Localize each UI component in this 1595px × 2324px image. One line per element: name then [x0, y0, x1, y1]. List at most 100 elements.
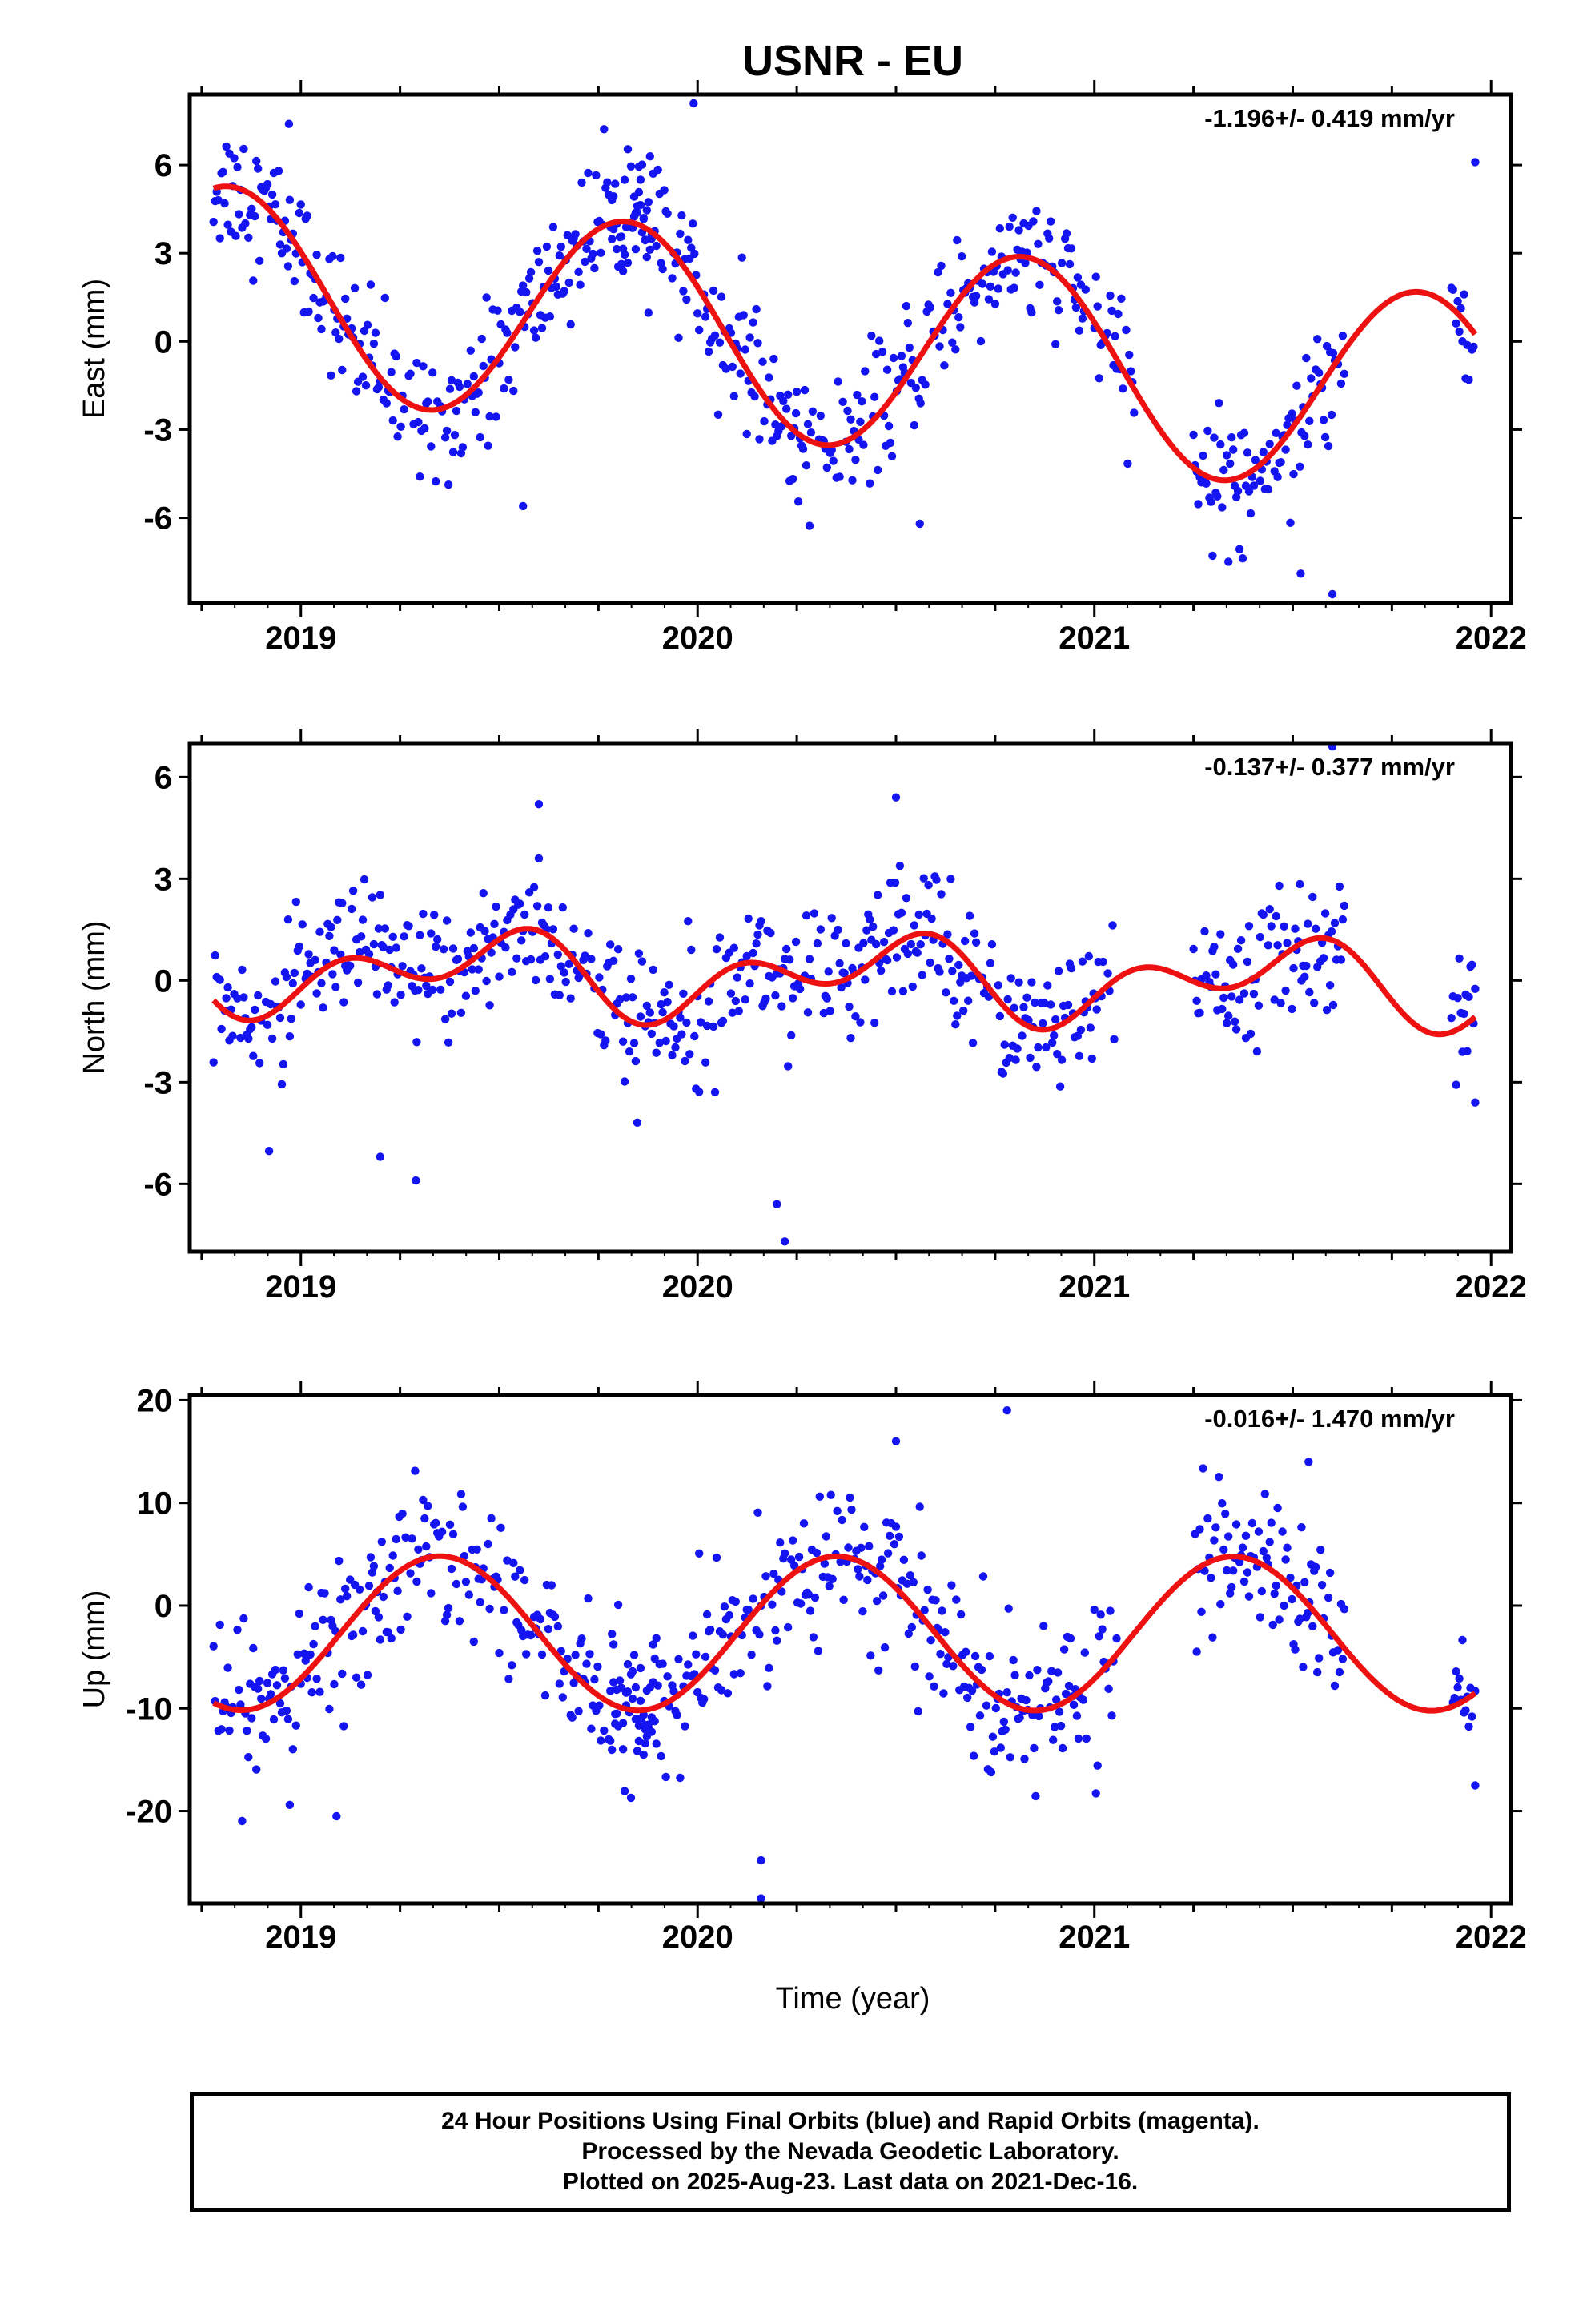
data-point	[416, 472, 424, 481]
data-point	[695, 325, 704, 335]
x-tick-label: 2022	[1456, 1269, 1527, 1305]
data-point	[412, 1176, 420, 1185]
data-point	[532, 902, 542, 911]
data-point	[569, 924, 578, 933]
data-point	[1233, 944, 1243, 954]
data-point	[516, 308, 524, 316]
data-point	[1265, 1538, 1274, 1546]
data-point	[682, 1018, 691, 1027]
data-point	[1020, 1755, 1029, 1763]
data-point	[550, 1612, 560, 1622]
data-point	[684, 1660, 693, 1669]
x-axis-label: Time (year)	[776, 1982, 930, 2016]
data-point	[689, 99, 698, 108]
data-point	[272, 1681, 282, 1690]
data-point	[296, 200, 305, 209]
y-tick-label: 0	[155, 1589, 172, 1624]
data-point	[1189, 944, 1198, 954]
data-point	[1057, 1055, 1067, 1064]
data-point	[805, 955, 814, 963]
data-point	[1296, 462, 1304, 471]
data-point	[1043, 981, 1052, 990]
data-point	[299, 1649, 308, 1658]
data-point	[1224, 1011, 1233, 1020]
data-point	[464, 1590, 473, 1599]
data-point	[620, 1077, 629, 1086]
data-point	[244, 233, 253, 242]
data-point	[625, 1047, 634, 1056]
data-point	[1324, 1593, 1333, 1602]
data-point	[1239, 428, 1249, 437]
data-point	[919, 874, 928, 883]
data-point	[985, 1651, 994, 1661]
data-point	[1273, 472, 1282, 481]
data-point	[636, 175, 645, 184]
data-point	[293, 1650, 302, 1659]
data-point	[1336, 955, 1346, 964]
data-point	[432, 1518, 440, 1528]
data-point	[585, 1650, 594, 1659]
data-point	[369, 1562, 379, 1570]
y-tick-label: 3	[155, 862, 172, 897]
data-point	[995, 1011, 1005, 1021]
data-point	[427, 442, 436, 451]
data-point	[561, 977, 570, 987]
data-point	[1239, 1577, 1249, 1586]
data-point	[247, 1714, 256, 1723]
data-point	[266, 1690, 275, 1699]
data-point	[1053, 1050, 1062, 1059]
data-point	[704, 997, 713, 1006]
data-point	[1455, 954, 1464, 963]
data-point	[931, 1596, 940, 1605]
data-point	[753, 1508, 762, 1518]
data-point	[1249, 481, 1259, 490]
data-point	[1299, 1663, 1308, 1671]
data-point	[642, 252, 651, 262]
data-point	[987, 247, 997, 256]
data-point	[628, 1694, 637, 1703]
data-point	[609, 956, 618, 966]
data-point	[558, 903, 567, 912]
data-point	[1002, 1406, 1011, 1415]
data-point	[1319, 416, 1328, 424]
data-point	[317, 979, 326, 987]
x-tick-label: 2020	[662, 1920, 733, 1955]
data-point	[1011, 268, 1020, 277]
data-point	[1335, 882, 1344, 891]
data-point	[254, 164, 263, 173]
data-point	[995, 224, 1005, 233]
data-point	[601, 1036, 610, 1045]
data-point	[749, 1594, 757, 1603]
data-point	[674, 333, 683, 342]
data-point	[951, 1020, 960, 1029]
data-point	[209, 217, 218, 227]
data-point	[645, 152, 654, 161]
data-point	[487, 1514, 496, 1523]
data-point	[710, 331, 720, 340]
data-point	[671, 1043, 680, 1052]
data-point	[1325, 1568, 1335, 1578]
data-point	[1119, 384, 1127, 393]
data-point	[388, 416, 397, 425]
data-point	[657, 1751, 665, 1761]
data-point	[812, 1548, 822, 1558]
data-point	[1281, 986, 1290, 995]
data-point	[404, 922, 413, 931]
data-point	[477, 334, 486, 344]
data-point	[1093, 302, 1102, 311]
data-point	[813, 939, 822, 948]
data-point	[282, 972, 291, 982]
data-point	[280, 1674, 290, 1683]
data-point	[1127, 367, 1135, 376]
data-point	[366, 1553, 376, 1562]
data-point	[793, 497, 803, 506]
data-point	[1073, 273, 1083, 282]
data-point	[526, 267, 536, 277]
up-panel: 20 10 0 -10 -20 2019 2020 2021 2022 -0.016+/- 1.4…	[78, 1381, 1527, 1955]
data-point	[618, 244, 628, 253]
data-point	[749, 318, 757, 327]
data-point	[802, 911, 811, 920]
data-point	[668, 1051, 677, 1059]
data-point	[795, 984, 805, 994]
data-point	[358, 372, 368, 381]
